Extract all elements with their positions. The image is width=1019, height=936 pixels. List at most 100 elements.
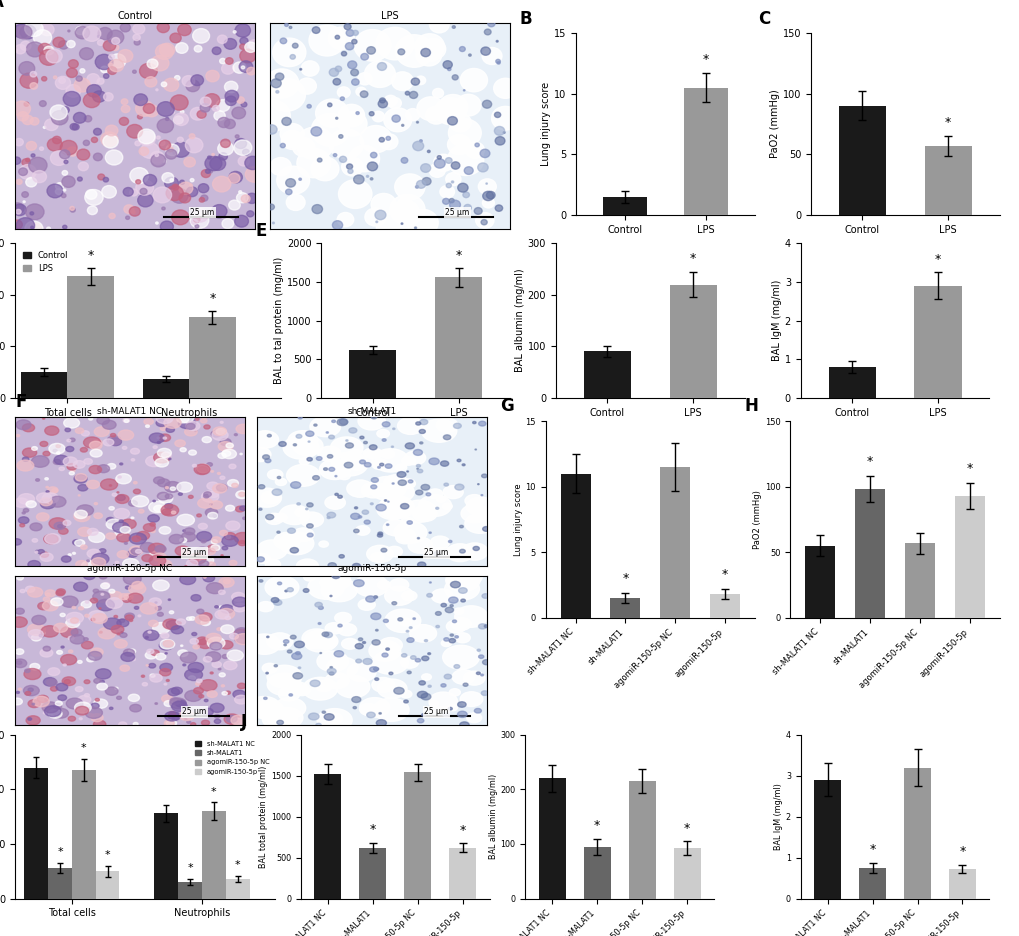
Circle shape <box>67 439 70 442</box>
Circle shape <box>482 191 493 200</box>
Circle shape <box>125 216 129 219</box>
Circle shape <box>77 661 83 664</box>
Circle shape <box>61 556 71 563</box>
Circle shape <box>448 689 460 696</box>
Circle shape <box>358 599 375 610</box>
Circle shape <box>55 701 62 706</box>
Circle shape <box>502 132 504 133</box>
Circle shape <box>377 63 386 70</box>
Circle shape <box>224 714 239 724</box>
Circle shape <box>397 529 415 540</box>
Circle shape <box>207 462 212 466</box>
Circle shape <box>321 578 357 602</box>
Circle shape <box>397 618 403 621</box>
Circle shape <box>495 59 500 64</box>
Circle shape <box>381 653 387 657</box>
Circle shape <box>163 79 178 92</box>
Text: 25 μm: 25 μm <box>444 208 469 217</box>
Circle shape <box>97 599 114 611</box>
Circle shape <box>210 157 225 170</box>
Circle shape <box>179 180 184 184</box>
Circle shape <box>416 44 441 66</box>
Circle shape <box>426 593 432 597</box>
Circle shape <box>361 53 368 60</box>
Circle shape <box>152 154 163 165</box>
Circle shape <box>316 724 321 727</box>
Circle shape <box>340 97 344 100</box>
Circle shape <box>78 495 81 496</box>
Circle shape <box>211 545 220 550</box>
Circle shape <box>311 113 348 146</box>
Circle shape <box>75 561 88 568</box>
Circle shape <box>150 674 155 678</box>
Circle shape <box>395 532 414 544</box>
Circle shape <box>55 183 63 190</box>
Circle shape <box>174 440 185 446</box>
Circle shape <box>320 652 321 653</box>
Circle shape <box>298 417 302 419</box>
Circle shape <box>89 465 102 474</box>
Bar <box>178 882 202 899</box>
Circle shape <box>212 537 221 543</box>
Circle shape <box>198 183 209 193</box>
Circle shape <box>199 695 204 698</box>
Circle shape <box>16 218 35 234</box>
Circle shape <box>86 190 97 199</box>
Circle shape <box>474 208 482 214</box>
Circle shape <box>443 435 450 440</box>
Bar <box>683 87 728 215</box>
Bar <box>67 276 114 398</box>
Circle shape <box>204 491 211 497</box>
Circle shape <box>145 77 157 87</box>
Circle shape <box>257 557 264 562</box>
Circle shape <box>151 650 159 655</box>
Circle shape <box>117 491 119 493</box>
Circle shape <box>24 668 41 680</box>
Circle shape <box>189 676 196 680</box>
Circle shape <box>212 430 228 440</box>
Circle shape <box>169 711 175 716</box>
Circle shape <box>37 493 52 503</box>
Circle shape <box>66 40 75 48</box>
Circle shape <box>427 151 430 153</box>
Circle shape <box>61 596 78 607</box>
Circle shape <box>267 665 302 688</box>
Circle shape <box>363 448 378 458</box>
Circle shape <box>337 212 354 227</box>
Circle shape <box>338 472 350 479</box>
Circle shape <box>61 654 76 665</box>
Circle shape <box>43 597 50 601</box>
Bar <box>813 780 841 899</box>
Circle shape <box>286 195 305 211</box>
Circle shape <box>195 225 199 228</box>
Circle shape <box>337 495 342 498</box>
Circle shape <box>151 530 155 533</box>
Circle shape <box>400 518 414 526</box>
Circle shape <box>274 697 306 718</box>
Circle shape <box>130 448 140 454</box>
Circle shape <box>106 518 114 522</box>
Text: *: * <box>866 456 872 468</box>
Circle shape <box>68 30 70 32</box>
Circle shape <box>192 209 208 222</box>
Circle shape <box>218 668 221 670</box>
Circle shape <box>360 125 391 153</box>
Circle shape <box>121 632 122 633</box>
Text: 25 μm: 25 μm <box>182 708 206 716</box>
Circle shape <box>117 633 119 635</box>
Circle shape <box>326 657 358 678</box>
Circle shape <box>153 553 166 562</box>
Circle shape <box>289 26 291 28</box>
Circle shape <box>156 413 173 424</box>
Circle shape <box>166 144 179 155</box>
Circle shape <box>74 79 90 92</box>
Circle shape <box>46 49 62 63</box>
Circle shape <box>224 81 237 93</box>
Circle shape <box>288 682 308 695</box>
Circle shape <box>70 469 75 472</box>
Circle shape <box>47 184 63 197</box>
Bar <box>858 868 886 899</box>
Circle shape <box>338 555 344 558</box>
Circle shape <box>87 549 101 558</box>
Circle shape <box>109 592 121 599</box>
